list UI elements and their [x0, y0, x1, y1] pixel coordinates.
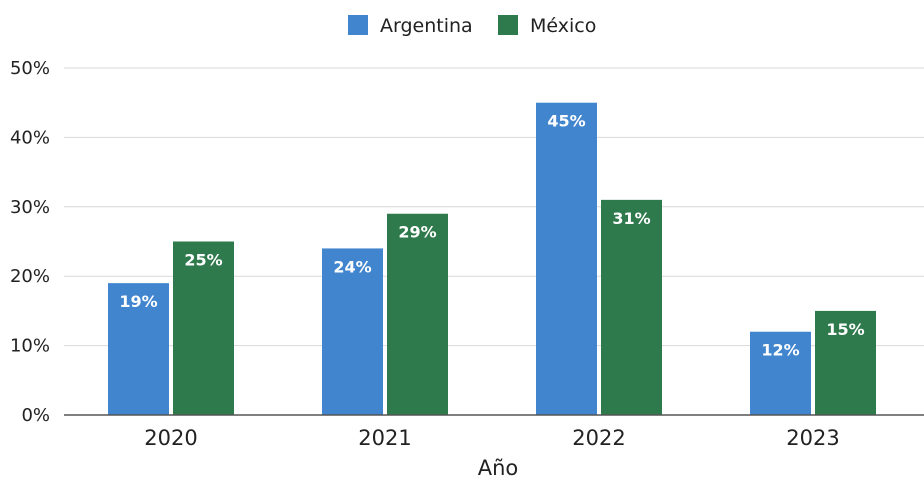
bar-argentina-2020 — [108, 283, 169, 415]
x-axis-title: Año — [478, 456, 519, 477]
x-tick-label: 2023 — [786, 426, 839, 450]
bars — [108, 102, 876, 415]
bar-argentina-2021 — [322, 248, 383, 415]
legend-swatch — [348, 15, 368, 35]
bar-argentina-2023 — [750, 331, 811, 415]
legend: Argentina México — [348, 15, 596, 37]
bar-argentina-2022 — [536, 102, 597, 415]
data-label: 19% — [119, 292, 157, 311]
data-label: 45% — [547, 112, 585, 131]
x-tick-label: 2021 — [358, 426, 411, 450]
legend-swatch — [498, 15, 518, 35]
bar-mxico-2022 — [601, 199, 662, 415]
data-label: 24% — [333, 257, 371, 276]
data-label: 12% — [761, 341, 799, 360]
legend-label: Argentina — [380, 15, 473, 37]
data-label: 31% — [612, 209, 650, 228]
y-tick-label: 10% — [10, 336, 50, 357]
bar-mxico-2023 — [815, 310, 876, 415]
data-labels: 19% 25% 24% 29% 45% 31% 12% 15% — [119, 112, 864, 360]
bar-mxico-2020 — [173, 241, 234, 415]
bar-mxico-2021 — [387, 213, 448, 415]
x-tick-label: 2020 — [144, 426, 197, 450]
data-label: 15% — [826, 320, 864, 339]
y-tick-label: 0% — [21, 405, 50, 426]
x-tick-label: 2022 — [572, 426, 625, 450]
data-label: 25% — [184, 251, 222, 270]
y-tick-label: 30% — [10, 197, 50, 218]
axes: 0% 10% 20% 30% 40% 50% 2020 2021 2022 2023 — [10, 58, 924, 450]
y-tick-label: 50% — [10, 58, 50, 79]
y-tick-label: 20% — [10, 266, 50, 287]
data-label: 29% — [398, 223, 436, 242]
y-tick-label: 40% — [10, 127, 50, 148]
legend-label: México — [530, 15, 596, 37]
